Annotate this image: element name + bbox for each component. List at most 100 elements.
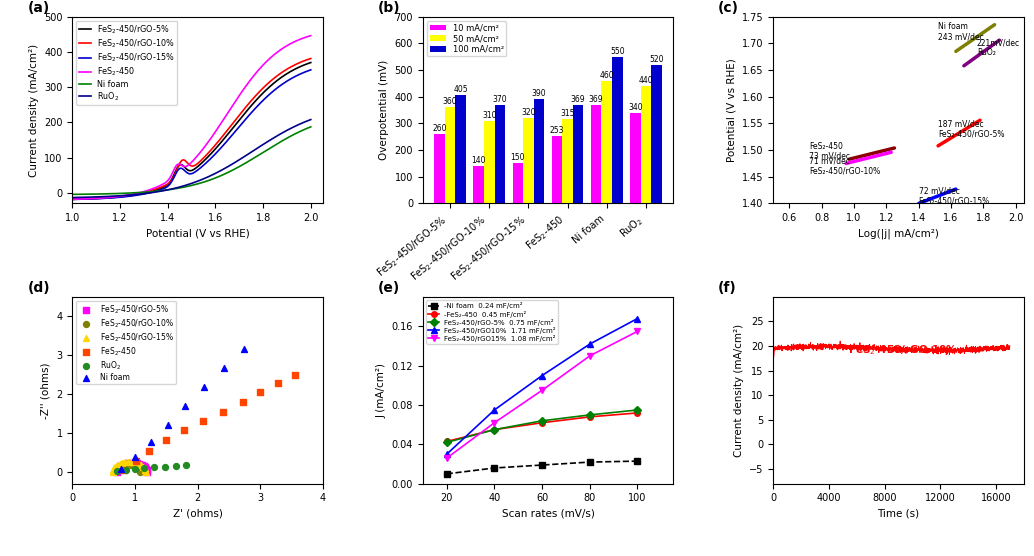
FeS₂-450/rGO15%  1.08 mF/cm² <box>631 328 643 335</box>
Ni foam <box>66 191 79 198</box>
FeS$_2$-450/rGO-15% <box>138 468 154 476</box>
Bar <box>641 86 651 203</box>
FeS$_2$-450/rGO-10% <box>131 466 148 475</box>
FeS$_2$-450/rGO-5% <box>112 463 128 471</box>
FeS$_2$-450/rGO-15% <box>134 462 151 471</box>
FeS$_2$-450/rGO-10% <box>107 468 123 476</box>
Bar <box>612 57 622 203</box>
Y-axis label: J (mA/cm²): J (mA/cm²) <box>376 363 386 418</box>
Text: 260: 260 <box>432 124 447 133</box>
X-axis label: Scan rates (mV/s): Scan rates (mV/s) <box>501 509 595 519</box>
FeS₂-450/rGO15%  1.08 mF/cm² <box>583 353 596 359</box>
FeS$_2$-450/rGO-10% <box>131 468 148 476</box>
FeS$_2$-450/rGO-15% <box>105 466 122 475</box>
FeS₂-450/rGO-5%  0.75 mF/cm² <box>488 426 500 433</box>
Bar <box>534 100 544 203</box>
FeS$_2$-450/rGO-15% <box>195 164 208 171</box>
FeS$_2$-450/rGO-15% <box>105 464 122 473</box>
FeS$_2$-450/rGO-5% <box>111 464 127 473</box>
-Ni foam  0.24 mF/cm² <box>440 470 453 477</box>
Text: (d): (d) <box>27 281 50 295</box>
FeS$_2$-450/rGO-10% <box>195 157 208 163</box>
FeS$_2$-450/rGO-10% <box>125 460 142 469</box>
FeS$_2$-450/rGO-5% <box>299 61 311 68</box>
FeS$_2$-450/rGO-10% <box>128 463 145 471</box>
FeS₂-450/rGO15%  1.08 mF/cm² <box>440 455 453 461</box>
Text: 140: 140 <box>472 156 486 165</box>
Bar <box>573 105 583 203</box>
FeS$_2$-450/rGO-10% <box>181 159 193 166</box>
FeS$_2$-450/rGO-15% <box>181 170 193 176</box>
Legend: -Ni foam  0.24 mF/cm², -FeS₂-450  0.45 mF/cm², FeS₂-450/rGO-5%  0.75 mF/cm², FeS: -Ni foam 0.24 mF/cm², -FeS₂-450 0.45 mF/… <box>426 300 558 344</box>
FeS$_2$-450/rGO-15% <box>262 92 274 99</box>
FeS₂-450/rGO10%  1.71 mF/cm² <box>536 372 548 379</box>
FeS$_2$-450/rGO-15% <box>138 466 154 475</box>
RuO$_2$ <box>110 467 126 476</box>
FeS$_2$-450/rGO-10% <box>180 158 192 165</box>
FeS₂-450/rGO10%  1.71 mF/cm² <box>488 406 500 413</box>
Line: FeS$_2$-450/rGO-5%: FeS$_2$-450/rGO-5% <box>72 63 311 200</box>
FeS$_2$-450/rGO-5% <box>305 59 317 66</box>
Bar <box>523 118 534 203</box>
Text: (c): (c) <box>719 1 739 15</box>
RuO$_2$ <box>146 463 162 472</box>
FeS₂-450/rGO-5%  0.75 mF/cm² <box>536 418 548 424</box>
FeS$_2$-450 <box>116 466 132 475</box>
Text: 315: 315 <box>560 110 575 118</box>
Line: FeS$_2$-450/rGO-15%: FeS$_2$-450/rGO-15% <box>72 70 311 200</box>
RuO$_2$ <box>195 176 208 183</box>
FeS$_2$-450/rGO-15% <box>104 468 121 476</box>
FeS$_2$-450 <box>252 388 269 397</box>
FeS$_2$-450/rGO-10% <box>299 57 311 64</box>
FeS$_2$-450/rGO-15% <box>125 458 142 466</box>
RuO$_2$ <box>262 138 274 145</box>
FeS$_2$-450/rGO-5% <box>113 461 129 470</box>
FeS$_2$-450/rGO-15% <box>120 458 136 466</box>
FeS$_2$-450 <box>262 57 274 63</box>
Y-axis label: Current density (mA/cm²): Current density (mA/cm²) <box>29 43 38 177</box>
FeS$_2$-450/rGO-5% <box>125 458 142 467</box>
RuO$_2$ <box>208 171 220 177</box>
FeS$_2$-450/rGO-5% <box>110 466 126 475</box>
-Ni foam  0.24 mF/cm² <box>536 461 548 468</box>
X-axis label: Log(|j| mA/cm²): Log(|j| mA/cm²) <box>858 229 939 239</box>
Ni foam <box>195 180 208 186</box>
FeS$_2$-450/rGO-10% <box>114 460 130 469</box>
Bar <box>474 166 484 203</box>
RuO$_2$ <box>117 466 133 475</box>
Line: Ni foam: Ni foam <box>72 127 311 195</box>
Bar <box>494 105 506 203</box>
Ni foam <box>195 383 212 391</box>
Text: 320: 320 <box>521 108 536 117</box>
Bar <box>562 120 573 203</box>
-FeS₂-450  0.45 mF/cm² <box>488 426 500 433</box>
FeS$_2$-450/rGO-15% <box>136 464 153 473</box>
Text: 221mV/dec
RuO₂: 221mV/dec RuO₂ <box>977 38 1020 57</box>
Bar <box>455 96 466 203</box>
FeS$_2$-450/rGO-15% <box>180 168 192 175</box>
FeS$_2$-450/rGO-15% <box>66 196 79 203</box>
FeS$_2$-450/rGO-15% <box>131 459 148 468</box>
Ni foam <box>180 183 192 190</box>
FeS₂-450/rGO15%  1.08 mF/cm² <box>536 387 548 394</box>
-Ni foam  0.24 mF/cm² <box>488 465 500 471</box>
Text: 460: 460 <box>600 71 614 80</box>
Ni foam <box>143 437 159 446</box>
Text: Ni foam
243 mV/dec: Ni foam 243 mV/dec <box>938 22 983 41</box>
Bar <box>513 163 523 203</box>
Ni foam <box>215 363 232 372</box>
Line: FeS₂-450/rGO10%  1.71 mF/cm²: FeS₂-450/rGO10% 1.71 mF/cm² <box>444 316 640 457</box>
FeS$_2$-450 <box>158 436 175 445</box>
Y-axis label: Potential (V vs RHE): Potential (V vs RHE) <box>727 58 736 162</box>
Bar <box>630 113 641 203</box>
Ni foam <box>181 183 193 190</box>
FeS$_2$-450/rGO-15% <box>208 152 220 158</box>
Text: FeS$_2$-450/rGO-10%: FeS$_2$-450/rGO-10% <box>849 343 959 357</box>
Bar <box>651 64 662 203</box>
FeS$_2$-450/rGO-10% <box>305 55 317 62</box>
Y-axis label: Overpotential (mV): Overpotential (mV) <box>379 60 389 160</box>
FeS$_2$-450/rGO-15% <box>108 462 124 471</box>
Legend: 10 mA/cm², 50 mA/cm², 100 mA/cm²: 10 mA/cm², 50 mA/cm², 100 mA/cm² <box>427 21 507 56</box>
Text: 360: 360 <box>443 97 457 106</box>
FeS$_2$-450/rGO-5% <box>181 166 193 173</box>
